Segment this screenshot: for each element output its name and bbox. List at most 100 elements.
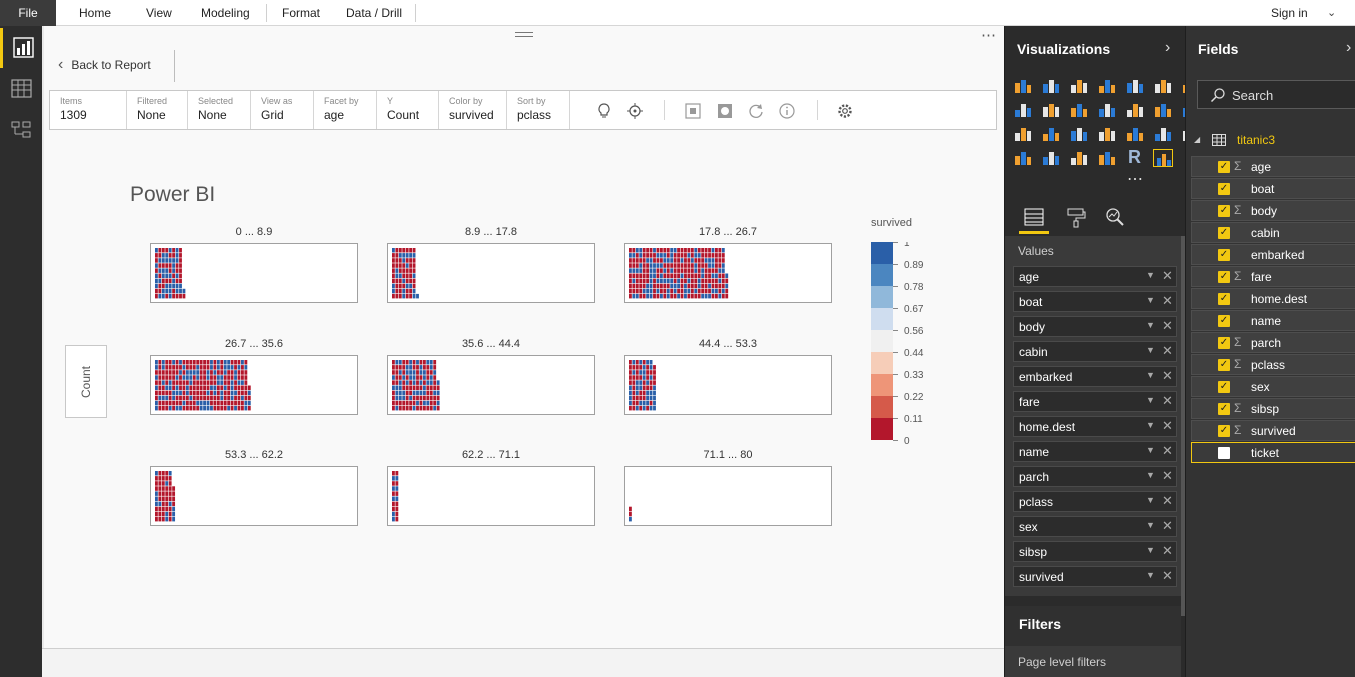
data-cell[interactable]: [395, 268, 399, 273]
data-cell[interactable]: [629, 400, 632, 406]
data-cell[interactable]: [175, 385, 179, 391]
data-cell[interactable]: [666, 273, 670, 279]
data-cell[interactable]: [416, 293, 419, 299]
data-cell[interactable]: [165, 385, 169, 391]
data-cell[interactable]: [402, 365, 406, 370]
chart-type-icon[interactable]: [1125, 101, 1145, 119]
data-cell[interactable]: [687, 263, 691, 268]
data-cell[interactable]: [220, 390, 224, 396]
data-cell[interactable]: [639, 405, 643, 411]
data-cell[interactable]: [158, 506, 162, 512]
data-cell[interactable]: [168, 481, 172, 486]
data-cell[interactable]: [697, 248, 701, 253]
data-cell[interactable]: [227, 405, 231, 411]
data-cell[interactable]: [168, 516, 172, 522]
data-cell[interactable]: [210, 360, 213, 365]
data-cell[interactable]: [697, 273, 701, 279]
data-cell[interactable]: [687, 293, 691, 299]
data-cell[interactable]: [392, 385, 395, 391]
data-cell[interactable]: [694, 248, 698, 253]
data-cell[interactable]: [175, 283, 179, 289]
data-cell[interactable]: [629, 370, 632, 375]
data-cell[interactable]: [172, 491, 176, 496]
chart-type-icon[interactable]: [1013, 149, 1033, 167]
data-cell[interactable]: [185, 365, 189, 370]
value-well-item[interactable]: pclass ▼ ✕: [1013, 491, 1177, 512]
data-cell[interactable]: [216, 385, 220, 391]
data-cell[interactable]: [721, 268, 725, 273]
data-cell[interactable]: [635, 365, 639, 370]
data-cell[interactable]: [632, 400, 636, 406]
data-cell[interactable]: [402, 395, 406, 401]
data-cell[interactable]: [708, 283, 711, 289]
data-cell[interactable]: [721, 253, 725, 258]
data-cell[interactable]: [210, 395, 213, 401]
remove-field-icon[interactable]: ✕: [1162, 543, 1173, 558]
data-cell[interactable]: [398, 395, 402, 401]
data-cell[interactable]: [398, 263, 402, 268]
data-cell[interactable]: [234, 365, 237, 370]
data-cell[interactable]: [230, 400, 234, 406]
data-cell[interactable]: [175, 278, 179, 284]
data-cell[interactable]: [168, 268, 172, 273]
data-cell[interactable]: [704, 268, 708, 273]
chart-type-icon[interactable]: [1041, 149, 1061, 167]
data-cell[interactable]: [155, 360, 158, 365]
data-cell[interactable]: [206, 395, 210, 401]
data-cell[interactable]: [629, 395, 632, 401]
data-cell[interactable]: [426, 385, 430, 391]
data-cell[interactable]: [395, 400, 399, 406]
data-cell[interactable]: [659, 273, 663, 279]
data-cell[interactable]: [220, 375, 224, 380]
data-cell[interactable]: [392, 268, 395, 273]
data-cell[interactable]: [165, 278, 169, 284]
drag-handle[interactable]: [515, 32, 533, 37]
data-cell[interactable]: [237, 370, 241, 375]
data-cell[interactable]: [179, 405, 182, 411]
data-cell[interactable]: [632, 380, 636, 385]
data-cell[interactable]: [395, 288, 399, 294]
data-cell[interactable]: [161, 496, 165, 502]
data-cell[interactable]: [220, 370, 224, 375]
data-cell[interactable]: [172, 390, 176, 396]
data-cell[interactable]: [402, 258, 406, 263]
data-cell[interactable]: [653, 263, 656, 268]
data-cell[interactable]: [429, 400, 433, 406]
data-cell[interactable]: [653, 380, 656, 385]
data-cell[interactable]: [646, 400, 650, 406]
data-cell[interactable]: [711, 288, 715, 294]
data-cell[interactable]: [161, 258, 165, 263]
data-cell[interactable]: [721, 283, 725, 289]
data-cell[interactable]: [210, 380, 213, 385]
search-input[interactable]: Search: [1197, 80, 1355, 109]
data-cell[interactable]: [392, 360, 395, 365]
data-cell[interactable]: [247, 385, 251, 391]
data-cell[interactable]: [412, 385, 416, 391]
data-cell[interactable]: [392, 288, 395, 294]
refresh-icon[interactable]: [747, 102, 765, 120]
data-cell[interactable]: [168, 400, 172, 406]
data-cell[interactable]: [196, 405, 200, 411]
data-cell[interactable]: [684, 248, 687, 253]
data-cell[interactable]: [189, 400, 193, 406]
data-cell[interactable]: [659, 253, 663, 258]
data-cell[interactable]: [172, 496, 176, 502]
data-cell[interactable]: [670, 293, 674, 299]
data-cell[interactable]: [409, 268, 413, 273]
data-cell[interactable]: [653, 278, 656, 284]
data-cell[interactable]: [168, 380, 172, 385]
data-cell[interactable]: [690, 253, 694, 258]
data-cell[interactable]: [433, 365, 437, 370]
remove-field-icon[interactable]: ✕: [1162, 268, 1173, 283]
chevron-down-icon[interactable]: ▼: [1146, 395, 1155, 405]
data-cell[interactable]: [412, 283, 416, 289]
data-cell[interactable]: [422, 360, 426, 365]
data-cell[interactable]: [646, 283, 650, 289]
data-cell[interactable]: [206, 370, 210, 375]
data-cell[interactable]: [632, 293, 636, 299]
data-cell[interactable]: [165, 395, 169, 401]
data-cell[interactable]: [677, 273, 680, 279]
data-cell[interactable]: [412, 400, 416, 406]
field-item[interactable]: ✓ sex: [1191, 376, 1355, 397]
chevron-down-icon[interactable]: ▼: [1146, 470, 1155, 480]
